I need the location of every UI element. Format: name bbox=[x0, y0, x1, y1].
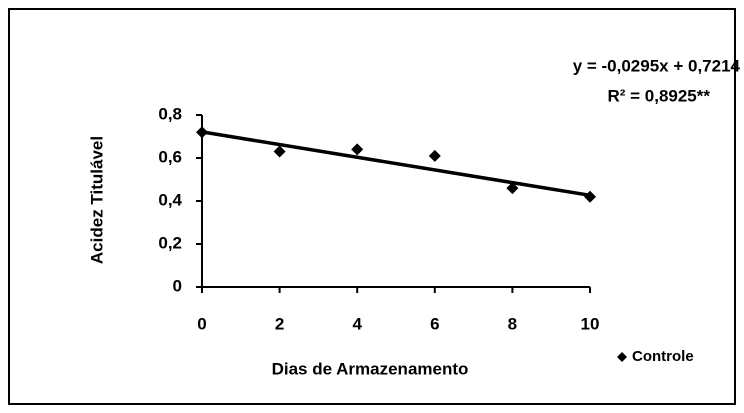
x-tick-label: 6 bbox=[430, 314, 439, 333]
trendline-equation: y = -0,0295x + 0,7214 bbox=[573, 56, 741, 75]
legend-marker bbox=[617, 352, 627, 362]
x-tick-label: 10 bbox=[581, 314, 600, 333]
y-tick-label: 0,2 bbox=[158, 233, 182, 252]
y-tick-label: 0,4 bbox=[158, 190, 182, 209]
x-axis-label: Dias de Armazenamento bbox=[272, 359, 469, 378]
x-tick-label: 4 bbox=[352, 314, 362, 333]
data-point bbox=[196, 126, 208, 139]
data-point bbox=[584, 190, 596, 203]
y-axis-label: Acidez Titulável bbox=[87, 136, 106, 264]
data-point bbox=[351, 143, 364, 156]
data-point bbox=[428, 149, 441, 162]
data-point bbox=[506, 182, 519, 195]
y-tick-label: 0,6 bbox=[158, 147, 182, 166]
trendline bbox=[201, 130, 591, 198]
data-point bbox=[273, 145, 286, 158]
legend-label: Controle bbox=[632, 348, 694, 365]
x-tick-label: 8 bbox=[508, 314, 517, 333]
y-tick-label: 0 bbox=[173, 276, 182, 295]
x-tick-label: 0 bbox=[197, 314, 206, 333]
chart-border bbox=[8, 8, 736, 405]
x-tick-label: 2 bbox=[275, 314, 284, 333]
y-tick-label: 0,8 bbox=[158, 104, 182, 123]
r-squared: R² = 0,8925** bbox=[607, 86, 710, 105]
